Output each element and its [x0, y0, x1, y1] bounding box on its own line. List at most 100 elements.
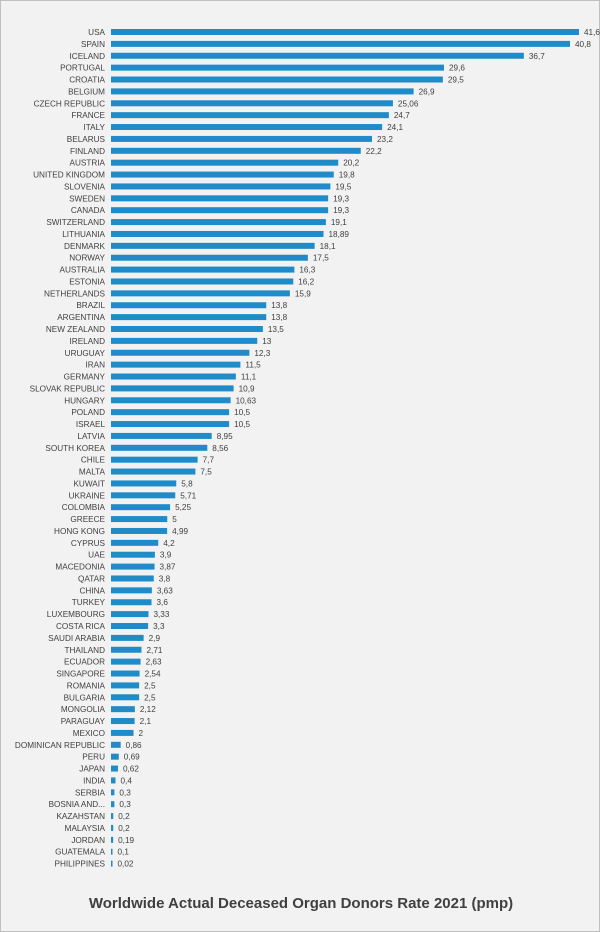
category-label: CHILE — [81, 456, 106, 465]
value-label: 15,9 — [295, 289, 311, 298]
bar — [111, 575, 154, 582]
category-label: SWITZERLAND — [46, 218, 105, 227]
category-label: PHILIPPINES — [54, 860, 105, 869]
category-label: BELARUS — [67, 135, 106, 144]
value-label: 25,06 — [398, 99, 419, 108]
bar — [111, 741, 121, 748]
category-label: BULGARIA — [64, 693, 106, 702]
category-label: HUNGARY — [64, 396, 105, 405]
value-label: 16,2 — [298, 277, 314, 286]
category-label: USA — [88, 28, 105, 37]
category-label: ECUADOR — [64, 658, 105, 667]
bar — [111, 349, 250, 356]
bar — [111, 278, 294, 285]
bar — [111, 326, 263, 332]
category-label: KUWAIT — [73, 479, 105, 488]
value-label: 5,25 — [175, 503, 191, 512]
bar — [111, 64, 444, 71]
category-label: PERU — [82, 753, 105, 762]
bar — [111, 29, 579, 35]
value-label: 41,6 — [584, 28, 600, 37]
value-label: 3,6 — [157, 598, 169, 607]
category-label: DOMINICAN REPUBLIC — [15, 741, 105, 750]
value-label: 20,2 — [343, 159, 359, 168]
value-label: 19,3 — [333, 206, 349, 215]
category-label: INDIA — [83, 776, 105, 785]
bar — [111, 587, 152, 594]
value-label: 0,69 — [124, 753, 140, 762]
category-label: AUSTRALIA — [60, 266, 106, 275]
value-label: 4,99 — [172, 527, 188, 536]
value-label: 2,1 — [140, 717, 152, 726]
category-label: ESTONIA — [69, 277, 105, 286]
bar — [111, 527, 168, 534]
value-label: 2,71 — [146, 646, 162, 655]
value-label: 3,8 — [159, 574, 171, 583]
bar — [111, 718, 135, 725]
category-label: TURKEY — [72, 598, 106, 607]
category-label: PARAGUAY — [61, 717, 106, 726]
category-label: BRAZIL — [76, 301, 105, 310]
value-label: 8,56 — [212, 444, 228, 453]
category-label: CANADA — [71, 206, 106, 215]
bar — [111, 658, 141, 665]
category-label: UAE — [88, 551, 105, 560]
bar — [111, 813, 114, 820]
value-label: 17,5 — [313, 254, 329, 263]
bar — [111, 682, 140, 689]
bar — [111, 456, 198, 463]
category-label: NETHERLANDS — [44, 289, 106, 298]
bar — [111, 171, 334, 178]
value-label: 8,95 — [217, 432, 233, 441]
category-label: PORTUGAL — [60, 64, 105, 73]
category-label: MEXICO — [73, 729, 105, 738]
value-label: 18,1 — [320, 242, 336, 251]
value-label: 4,2 — [163, 539, 175, 548]
category-label: HONG KONG — [54, 527, 105, 536]
category-label: ROMANIA — [67, 681, 106, 690]
value-label: 13 — [262, 337, 272, 346]
category-label: DENMARK — [64, 242, 105, 251]
value-label: 7,7 — [203, 456, 215, 465]
category-label: THAILAND — [65, 646, 106, 655]
bar — [111, 76, 443, 83]
value-label: 11,5 — [245, 361, 261, 370]
value-label: 2,5 — [144, 681, 156, 690]
bar — [111, 563, 155, 570]
category-label: IRELAND — [70, 337, 106, 346]
value-label: 13,8 — [271, 301, 287, 310]
category-label: LUXEMBOURG — [47, 610, 105, 619]
category-label: UKRAINE — [69, 491, 106, 500]
category-label: FINLAND — [70, 147, 105, 156]
category-label: GUATEMALA — [55, 848, 105, 857]
value-label: 0,19 — [118, 836, 134, 845]
bar — [111, 135, 372, 142]
bar — [111, 492, 176, 499]
value-label: 2 — [139, 729, 144, 738]
bar — [111, 361, 241, 368]
value-label: 3,63 — [157, 586, 173, 595]
bar — [111, 789, 115, 796]
value-label: 10,5 — [234, 408, 250, 417]
bar — [111, 516, 168, 523]
value-label: 23,2 — [377, 135, 393, 144]
bar — [111, 670, 140, 677]
bar — [111, 611, 149, 618]
category-label: JAPAN — [79, 765, 105, 774]
bar — [111, 409, 230, 416]
value-label: 18,89 — [329, 230, 350, 239]
bar — [111, 40, 570, 47]
bar — [111, 52, 524, 59]
bar-chart: USA 41,6 SPAIN 40,8 ICELAND 36,7 PORTUGAL 29,6 C… — [15, 28, 600, 869]
bar — [111, 159, 339, 166]
category-label: NORWAY — [69, 254, 105, 263]
bar — [111, 623, 149, 629]
value-label: 0,2 — [118, 812, 130, 821]
bar — [111, 397, 231, 404]
bar — [111, 599, 152, 606]
value-label: 0,02 — [118, 860, 134, 869]
category-label: SERBIA — [75, 788, 106, 797]
category-label: SAUDI ARABIA — [48, 634, 105, 643]
bar — [111, 836, 114, 843]
bar — [111, 504, 171, 511]
